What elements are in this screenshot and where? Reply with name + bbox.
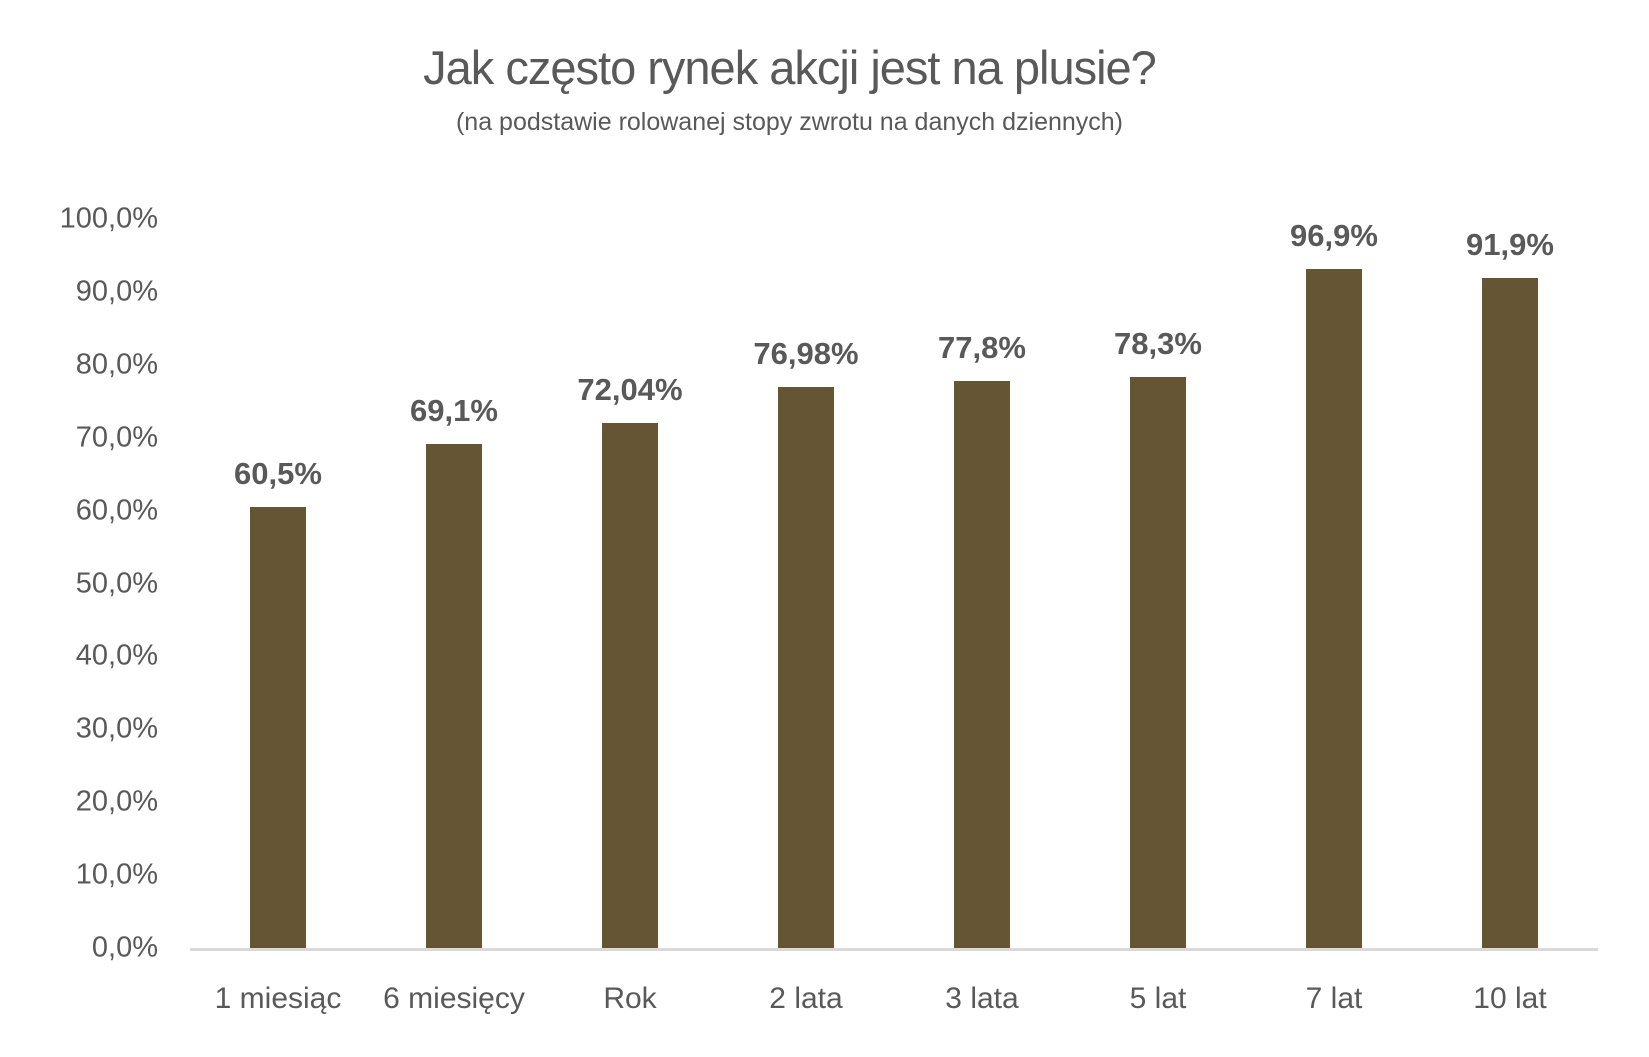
bar-value-label: 96,9% [1290,218,1378,253]
bar-value-label: 77,8% [938,329,1026,365]
bar [250,506,306,948]
bar [1130,377,1186,948]
x-axis-category-label: 3 lata [945,982,1019,1015]
bar-slot: 76,98% [718,219,894,948]
bar-slot: 96,9% [1246,218,1422,948]
y-axis-tick-label: 10,0% [75,858,158,891]
bar-value-label: 69,1% [410,393,498,429]
bar-value-label: 72,04% [577,371,683,407]
chart-subtitle: (na podstawie rolowanej stopy zwrotu na … [455,108,1124,136]
bar-slot: 91,9% [1422,219,1598,948]
plot-area: 60,5% 69,1% 72,04% 76,98% 77,8% 78,3% 96,9% 91,… [190,218,1598,951]
x-axis-category-label: 2 lata [769,982,843,1015]
bar-slot: 77,8% [894,219,1070,948]
bar [778,386,834,948]
bar-value-label: 76,98% [753,335,859,371]
x-axis-category-label: 6 miesięcy [383,982,525,1015]
x-axis-category-label: 5 lat [1129,982,1187,1015]
y-axis: 100,0% 90,0% 80,0% 70,0% 60,0% 50,0% 40,0% 30,0… [0,203,158,964]
bar [602,422,658,948]
bar-slot: 72,04% [542,219,718,948]
bar-slot: 69,1% [366,219,542,948]
y-axis-tick-label: 90,0% [75,275,158,308]
y-axis-tick-label: 70,0% [75,421,158,454]
bar [954,380,1010,948]
bar-value-label: 60,5% [234,455,322,491]
x-axis-category-label: 7 lat [1305,982,1363,1015]
y-axis-tick-label: 0,0% [91,931,158,964]
x-axis-category-label: 1 miesiąc [214,982,342,1015]
bar-slot: 78,3% [1070,219,1246,948]
y-axis-tick-label: 60,0% [75,494,158,527]
chart-title: Jak często rynek akcji jest na plusie? [423,41,1157,94]
x-axis-category-label: Rok [603,982,657,1015]
bar [1306,269,1362,948]
y-axis-tick-label: 30,0% [75,712,158,745]
bar-value-label: 91,9% [1466,226,1554,262]
bar [426,444,482,948]
y-axis-tick-label: 80,0% [75,348,158,381]
y-axis-tick-label: 100,0% [59,202,158,235]
y-axis-tick-label: 50,0% [75,567,158,599]
x-axis: 1 miesiąc 6 miesięcy Rok 2 lata 3 lata 5 lat 7… [190,982,1598,1016]
bar-slot: 60,5% [190,219,366,948]
y-axis-tick-label: 20,0% [75,785,158,818]
x-axis-category-label: 10 lat [1473,982,1547,1015]
y-axis-tick-label: 40,0% [75,639,158,672]
bar [1482,278,1538,948]
bar-value-label: 78,3% [1114,326,1202,362]
